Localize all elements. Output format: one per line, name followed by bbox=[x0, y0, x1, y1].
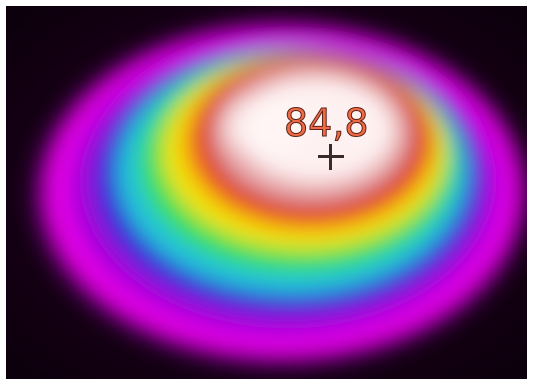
spot-temperature-reading: 84,8 bbox=[284, 101, 370, 145]
crosshair-icon bbox=[318, 144, 344, 170]
thermal-gradient-graphic bbox=[6, 6, 527, 379]
thermal-image bbox=[6, 6, 527, 379]
